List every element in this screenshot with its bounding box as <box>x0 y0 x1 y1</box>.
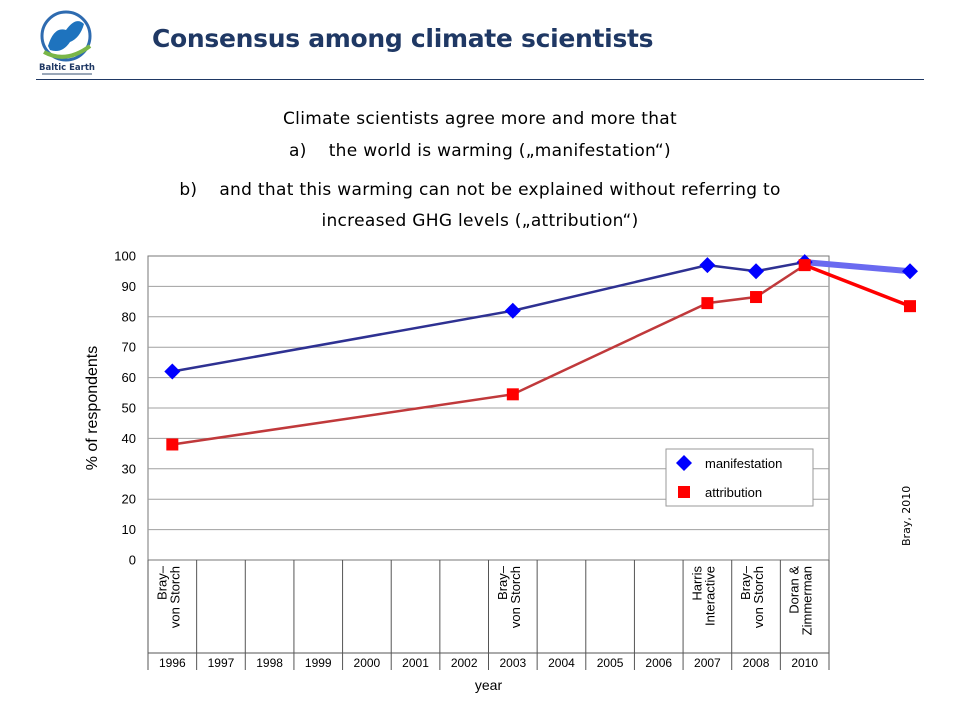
legend-label: attribution <box>705 485 762 500</box>
title-divider <box>36 79 924 80</box>
y-axis-label: % of respondents <box>84 346 101 471</box>
source-note: Bray, 2010 <box>900 485 913 546</box>
survey-label: Interactive <box>702 566 717 626</box>
logo-ring <box>40 10 92 62</box>
manifestation-extension-line <box>801 259 913 275</box>
baltic-earth-logo: Baltic Earth <box>39 10 95 75</box>
manifestation-point <box>902 263 918 280</box>
x-tick-label: 2004 <box>548 656 575 670</box>
survey-label: Harris <box>689 566 704 601</box>
bullet-b-marker: b) <box>179 180 198 200</box>
x-tick-label: 2008 <box>743 656 770 670</box>
survey-label: Bray– <box>154 565 169 600</box>
bullet-a-marker: a) <box>289 141 307 161</box>
attribution-point <box>798 259 811 272</box>
y-tick-label: 50 <box>122 401 136 416</box>
manifestation-point <box>699 257 716 274</box>
y-tick-label: 0 <box>129 553 136 568</box>
survey-label: Doran & <box>787 566 802 614</box>
intro-text: Climate scientists agree more and more t… <box>283 109 677 129</box>
legend-box <box>665 448 814 507</box>
attribution-extension-line <box>802 263 912 308</box>
y-tick-label: 40 <box>122 431 136 446</box>
manifestation-point <box>164 363 181 380</box>
x-tick-label: 2010 <box>791 656 818 670</box>
x-tick-label: 2001 <box>402 656 429 670</box>
manifestation-point <box>748 263 765 280</box>
y-tick-label: 70 <box>122 340 136 355</box>
survey-label: Bray– <box>495 565 510 600</box>
logo-text: Baltic Earth <box>39 63 95 73</box>
x-axis-label: year <box>475 677 503 693</box>
x-tick-label: 1999 <box>305 656 332 670</box>
attribution-point <box>506 388 519 401</box>
bullet-item-a: a) the world is warming („manifestation“) <box>0 141 960 161</box>
y-tick-label: 30 <box>122 461 136 476</box>
x-tick-label: 2005 <box>597 656 624 670</box>
manifestation-point <box>504 302 521 319</box>
survey-label: Bray– <box>738 565 753 600</box>
y-tick-label: 90 <box>122 279 136 294</box>
attribution-point <box>166 438 179 451</box>
legend-swatch-manifestation <box>676 455 692 471</box>
bullet-a-text: the world is warming („manifestation“) <box>328 141 671 161</box>
x-tick-label: 2003 <box>499 656 526 670</box>
page-title: Consensus among climate scientists <box>152 24 654 53</box>
x-tick-label: 1996 <box>159 656 186 670</box>
x-tick-label: 2002 <box>451 656 478 670</box>
legend-label: manifestation <box>705 456 782 471</box>
y-tick-label: 80 <box>122 309 136 324</box>
bullet-item-b: b) and that this warming can not be expla… <box>0 180 960 200</box>
bullet-b-continuation: increased GHG levels („attribution“) <box>321 211 639 231</box>
attribution-point <box>701 297 714 310</box>
logo-tagline <box>42 73 92 75</box>
survey-label: Zimmerman <box>800 566 815 635</box>
logo-swoosh <box>43 44 92 59</box>
survey-label: von Storch <box>508 566 523 628</box>
y-tick-label: 60 <box>122 370 136 385</box>
logo-landmass <box>48 21 84 51</box>
y-tick-label: 100 <box>114 249 136 264</box>
survey-label: von Storch <box>751 566 766 628</box>
x-tick-label: 1998 <box>256 656 283 670</box>
attribution-point <box>904 300 916 313</box>
y-tick-label: 20 <box>122 492 136 507</box>
bullet-b-text: and that this warming can not be explain… <box>219 180 781 200</box>
legend-swatch-attribution <box>678 486 690 498</box>
survey-label: von Storch <box>167 566 182 628</box>
x-tick-label: 2006 <box>645 656 672 670</box>
x-tick-label: 2000 <box>354 656 381 670</box>
x-tick-label: 2007 <box>694 656 721 670</box>
attribution-point <box>750 291 763 304</box>
x-tick-label: 1997 <box>208 656 235 670</box>
y-tick-label: 10 <box>122 522 136 537</box>
